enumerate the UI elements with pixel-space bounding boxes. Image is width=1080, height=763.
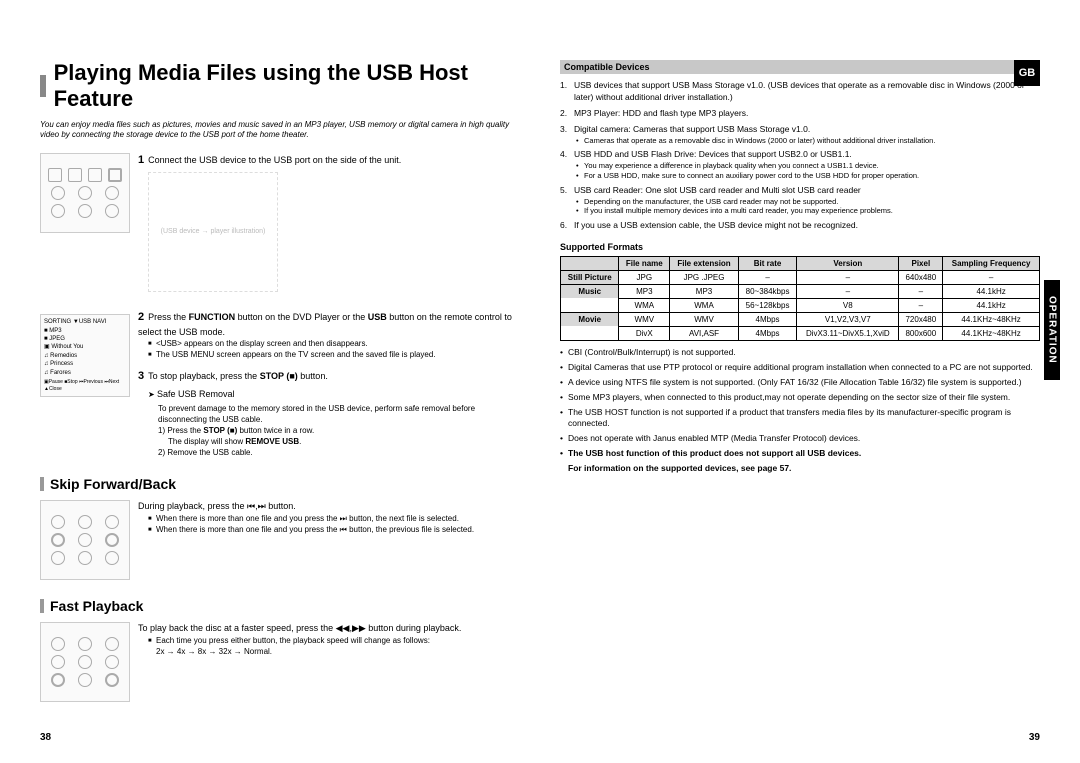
remote-illustration-skip [40, 500, 130, 580]
compat-3s: Cameras that operate as a removable disc… [576, 136, 1040, 146]
compat-5s1: Depending on the manufacturer, the USB c… [576, 197, 1040, 207]
skip-heading: Skip Forward/Back [40, 476, 520, 492]
compat-5: USB card Reader: One slot USB card reade… [574, 185, 861, 195]
compat-4: USB HDD and USB Flash Drive: Devices tha… [574, 149, 852, 159]
list-l2: ■ JPEG [44, 335, 126, 343]
list-title: SORTING ▼USB NAVI [44, 318, 126, 326]
safe-step2: 2) Remove the USB cable. [158, 447, 520, 458]
page-left: Playing Media Files using the USB Host F… [40, 60, 520, 710]
fnote-8: For information on the supported devices… [568, 463, 1040, 473]
side-tab-operation: OPERATION [1044, 280, 1060, 380]
safe-removal-heading: Safe USB Removal [148, 388, 520, 401]
step-num-3: 3 [138, 370, 144, 382]
fnote-5: The USB HOST function is not supported i… [560, 407, 1040, 431]
table-header: Sampling Frequency [943, 256, 1040, 270]
table-row: WMAWMA56~128kbpsV8–44.1kHz [561, 298, 1040, 312]
page-spread: Playing Media Files using the USB Host F… [40, 60, 1040, 710]
step-num-2: 2 [138, 311, 144, 323]
page-number-right: 39 [1029, 732, 1040, 743]
list-l6: ♫ Farores [44, 369, 126, 377]
format-notes: CBI (Control/Bulk/Interrupt) is not supp… [560, 347, 1040, 460]
list-l1: ■ MP3 [44, 327, 126, 335]
safe-disp: The display will show REMOVE USB. [168, 436, 520, 447]
table-row: MovieWMVWMV4MbpsV1,V2,V3,V7720x48044.1KH… [561, 312, 1040, 326]
safe-step1: 1) Press the STOP (■) button twice in a … [158, 425, 520, 436]
skip-n2: When there is more than one file and you… [148, 524, 520, 535]
compat-4s2: For a USB HDD, make sure to connect an a… [576, 171, 1040, 181]
list-l5: ♫ Princess [44, 360, 126, 368]
usb-device-illustration: (USB device → player illustration) [148, 172, 278, 292]
fnote-7: The USB host function of this product do… [560, 448, 1040, 460]
table-row: DivXAVI,ASF4MbpsDivX3.11~DivX5.1,XviD800… [561, 326, 1040, 340]
list-footer: ▣Pause ■Stop ⏮Previous ⏭Next ▲Close [44, 379, 126, 393]
table-row: Still PictureJPGJPG .JPEG––640x480– [561, 270, 1040, 284]
s2-b: button on the DVD Player or the [235, 312, 368, 322]
table-row: MusicMP3MP380~384kbps––44.1kHz [561, 284, 1040, 298]
s2-a: Press the [148, 312, 189, 322]
list-l4: ♫ Remedios [44, 352, 126, 360]
s3-a: To stop playback, press the [148, 371, 260, 381]
fnote-1: CBI (Control/Bulk/Interrupt) is not supp… [560, 347, 1040, 359]
s2-bold2: USB [368, 312, 387, 322]
table-header: File extension [670, 256, 739, 270]
page-right: Compatible Devices 1.USB devices that su… [560, 60, 1040, 710]
step-1-text: Connect the USB device to the USB port o… [148, 155, 401, 165]
fnote-2: Digital Cameras that use PTP protocol or… [560, 362, 1040, 374]
s2-note2: The USB MENU screen appears on the TV sc… [148, 349, 520, 360]
list-l3: ▣ Without You [44, 343, 126, 351]
compat-5s2: If you install multiple memory devices i… [576, 206, 1040, 216]
s3-b: button. [298, 371, 328, 381]
fnote-4: Some MP3 players, when connected to this… [560, 392, 1040, 404]
table-header: File name [619, 256, 670, 270]
s2-bold1: FUNCTION [189, 312, 236, 322]
intro-text: You can enjoy media files such as pictur… [40, 120, 520, 141]
page-number-left: 38 [40, 732, 51, 743]
page-title: Playing Media Files using the USB Host F… [54, 60, 520, 112]
fast-section: To play back the disc at a faster speed,… [40, 622, 520, 702]
remote-illustration-1 [40, 153, 130, 302]
compat-1: USB devices that support USB Mass Storag… [574, 80, 1025, 102]
fast-seq: 2x → 4x → 8x → 32x → Normal. [156, 646, 520, 657]
table-header: Version [797, 256, 899, 270]
table-header [561, 256, 619, 270]
s3-bold: STOP (■) [260, 371, 298, 381]
fnote-3: A device using NTFS file system is not s… [560, 377, 1040, 389]
step-1: 1 Connect the USB device to the USB port … [40, 153, 520, 302]
formats-heading: Supported Formats [560, 242, 1040, 252]
compat-list: 1.USB devices that support USB Mass Stor… [560, 80, 1040, 232]
safe-text: To prevent damage to the memory stored i… [158, 403, 520, 425]
step-num-1: 1 [138, 154, 144, 166]
skip-line: During playback, press the ⏮,⏭ button. [138, 500, 520, 513]
title-bar [40, 75, 46, 97]
s2-note1: <USB> appears on the display screen and … [148, 338, 520, 349]
remote-illustration-fast [40, 622, 130, 702]
fnote-6: Does not operate with Janus enabled MTP … [560, 433, 1040, 445]
compat-6: If you use a USB extension cable, the US… [574, 220, 858, 230]
skip-n1: When there is more than one file and you… [148, 513, 520, 524]
fast-line: To play back the disc at a faster speed,… [138, 622, 520, 635]
compat-4s1: You may experience a difference in playb… [576, 161, 1040, 171]
step-2: SORTING ▼USB NAVI ■ MP3 ■ JPEG ▣ Without… [40, 310, 520, 458]
compat-3: Digital camera: Cameras that support USB… [574, 124, 810, 134]
main-title: Playing Media Files using the USB Host F… [40, 60, 520, 112]
compat-2: MP3 Player: HDD and flash type MP3 playe… [574, 108, 748, 118]
nav-list-illustration: SORTING ▼USB NAVI ■ MP3 ■ JPEG ▣ Without… [40, 310, 130, 458]
compat-heading: Compatible Devices [560, 60, 1040, 74]
skip-section: During playback, press the ⏮,⏭ button. W… [40, 500, 520, 580]
fast-heading: Fast Playback [40, 598, 520, 614]
formats-table: File nameFile extensionBit rateVersionPi… [560, 256, 1040, 341]
fast-n1: Each time you press either button, the p… [148, 635, 520, 646]
table-header: Pixel [899, 256, 943, 270]
table-header: Bit rate [738, 256, 796, 270]
